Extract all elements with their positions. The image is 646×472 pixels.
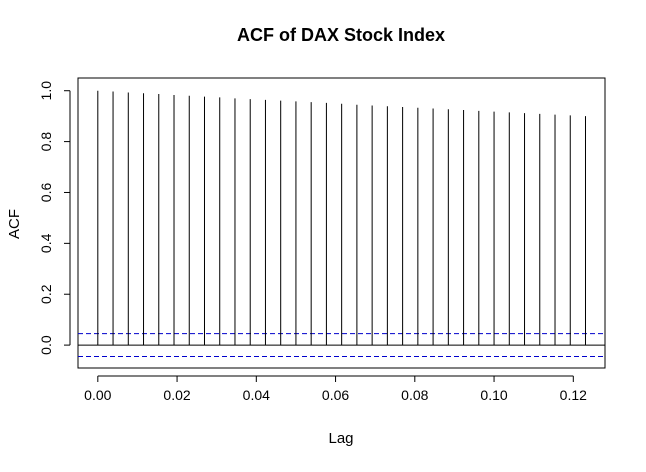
y-tick-label: 1.0 — [38, 81, 54, 101]
y-tick-label: 0.0 — [38, 335, 54, 355]
plot-frame — [77, 77, 606, 369]
y-tick-label: 0.4 — [38, 233, 54, 253]
x-tick-label: 0.12 — [560, 387, 587, 403]
x-axis-label: Lag — [328, 430, 353, 447]
x-tick-label: 0.10 — [480, 387, 507, 403]
y-tick-label: 0.8 — [38, 132, 54, 152]
x-tick-label: 0.02 — [163, 387, 190, 403]
y-tick-label: 0.2 — [38, 284, 54, 304]
plot-marks: 0.00 0.02 0.04 0.06 0.08 0.10 0.12 0.0 0.2 0.4 0.6… — [38, 81, 605, 403]
chart-title: ACF of DAX Stock Index — [237, 25, 445, 45]
x-tick-label: 0.04 — [243, 387, 270, 403]
x-tick-label: 0.08 — [401, 387, 428, 403]
y-axis-label: ACF — [6, 209, 23, 239]
x-tick-label: 0.00 — [84, 387, 111, 403]
y-tick-label: 0.6 — [38, 183, 54, 203]
x-tick-label: 0.06 — [322, 387, 349, 403]
